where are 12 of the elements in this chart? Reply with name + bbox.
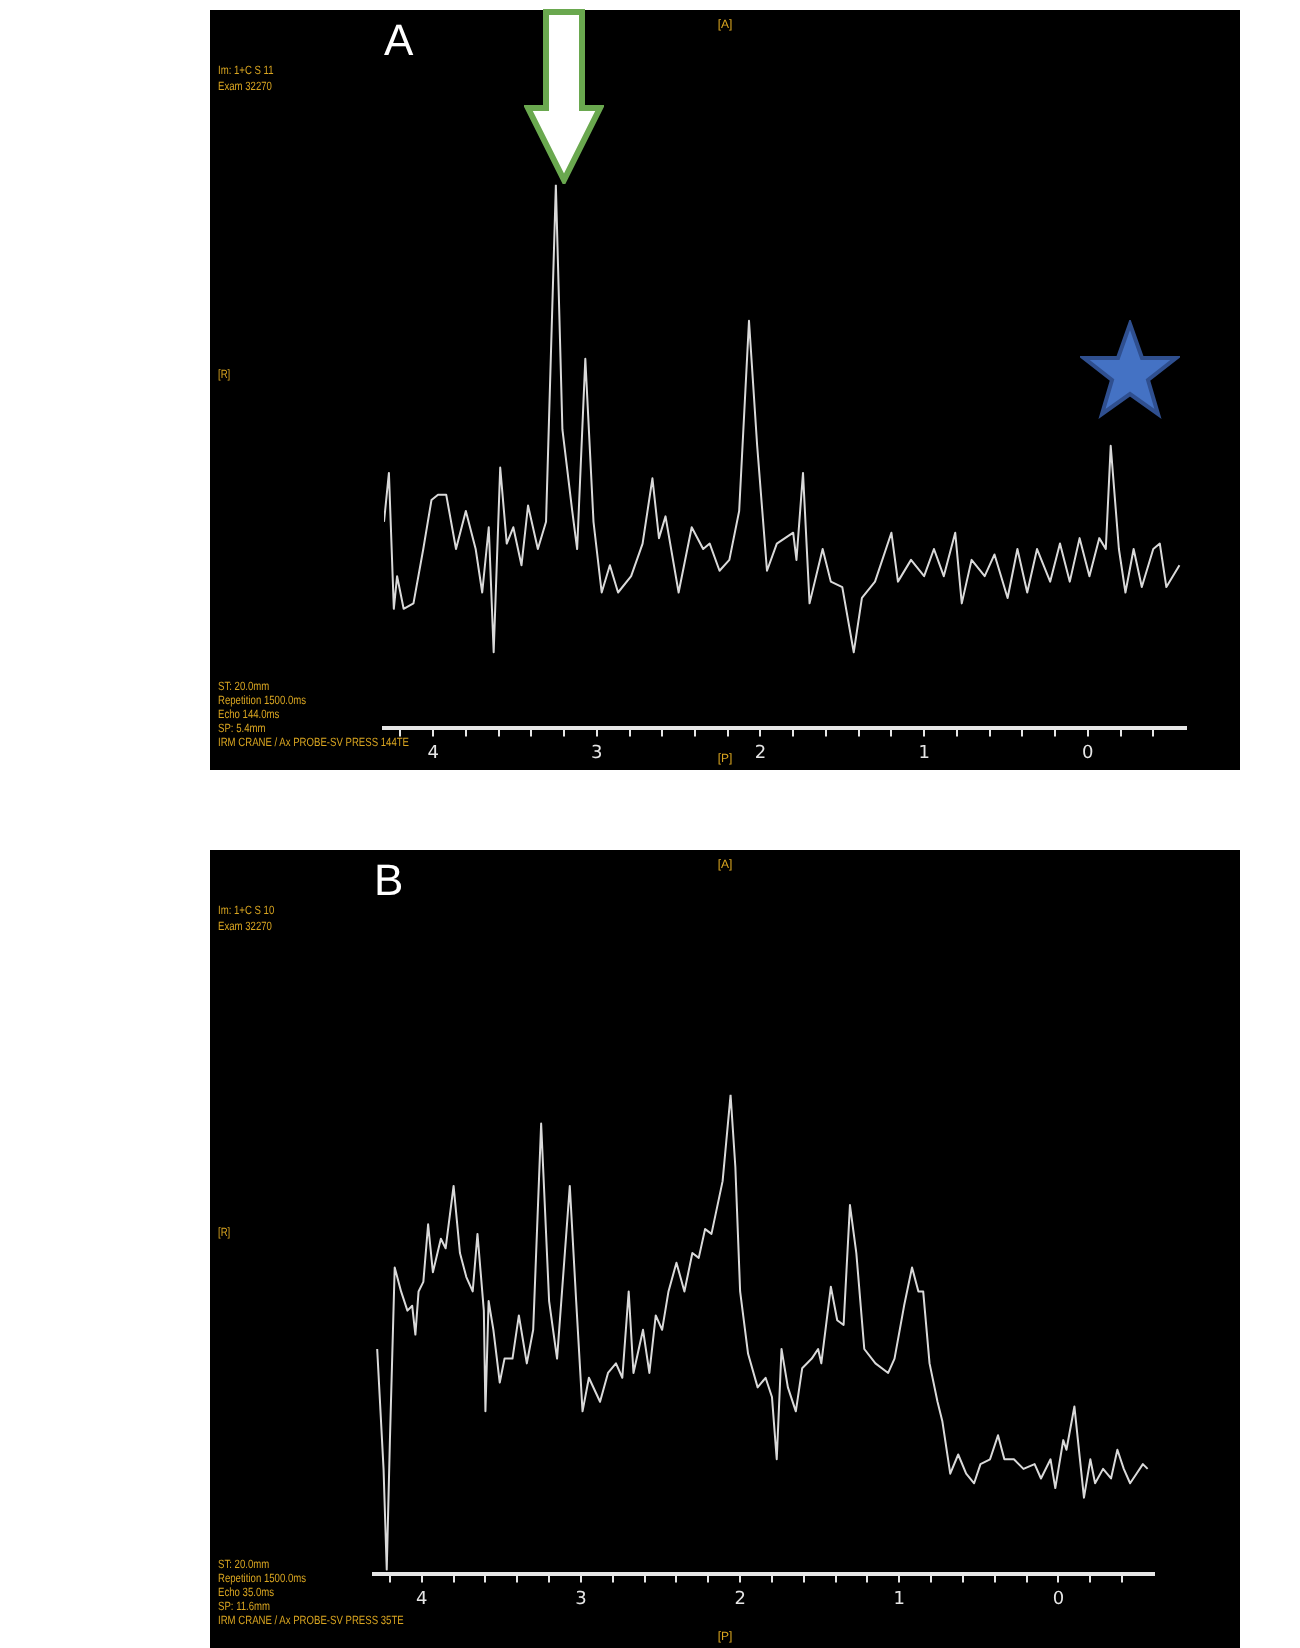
x-tick-label: 4 bbox=[416, 1589, 429, 1610]
x-tick-label: 0 bbox=[1082, 743, 1095, 764]
x-tick-label: 3 bbox=[591, 743, 603, 764]
x-tick-label: 2 bbox=[754, 743, 767, 764]
x-tick-label: 1 bbox=[893, 1589, 906, 1610]
chart-title: B bbox=[374, 854, 404, 905]
chart-title: A bbox=[384, 14, 414, 65]
x-tick-label: 4 bbox=[427, 743, 440, 764]
x-tick-label: 0 bbox=[1052, 1589, 1065, 1610]
x-tick-label: 1 bbox=[918, 743, 930, 764]
x-tick-label: 2 bbox=[734, 1589, 746, 1610]
x-tick-label: 3 bbox=[575, 1589, 587, 1610]
